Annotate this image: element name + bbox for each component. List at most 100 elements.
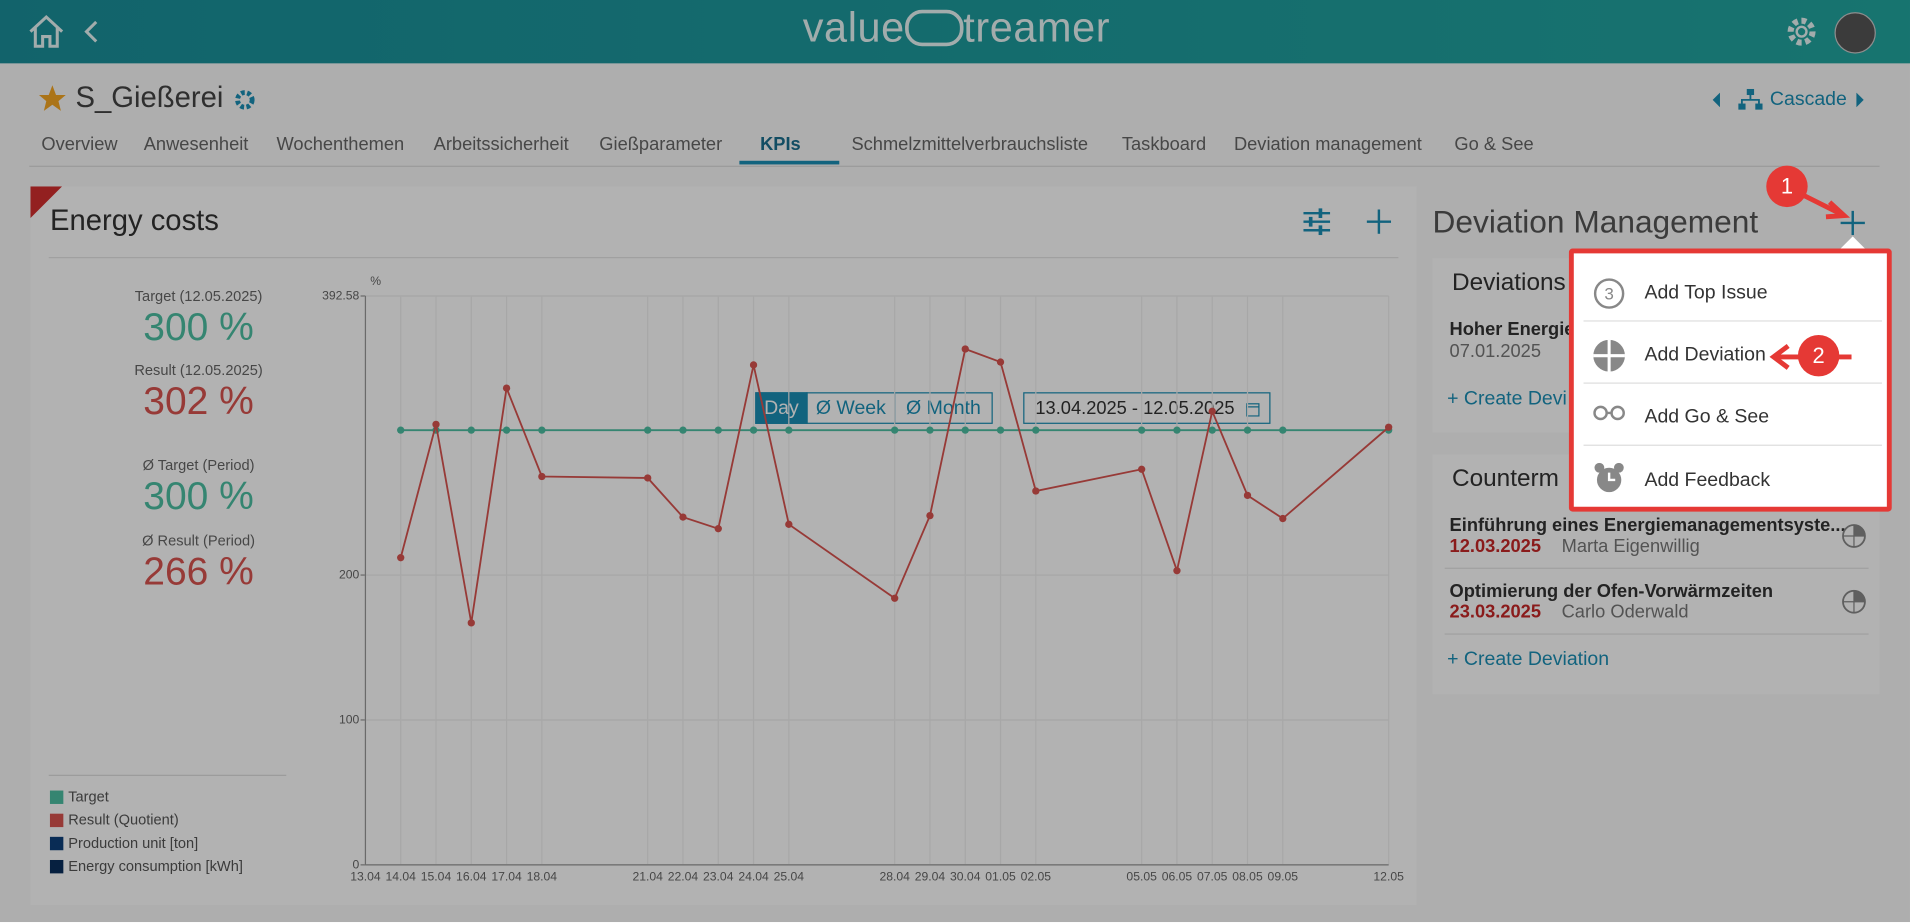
item-date: 12.03.2025	[1449, 535, 1542, 557]
data-point	[1032, 426, 1040, 434]
tab[interactable]: Anwesenheit	[143, 133, 249, 155]
x-tick-label: 24.04	[738, 870, 769, 884]
feedback-icon	[1594, 462, 1624, 493]
data-point	[538, 426, 546, 434]
corner-flag	[30, 186, 63, 219]
tab[interactable]: Go & See	[1454, 133, 1534, 155]
favorite-star[interactable]	[38, 84, 67, 113]
cascade-icon	[1738, 88, 1763, 110]
date-range-picker[interactable]: 13.04.2025 - 12.05.2025	[1023, 392, 1271, 424]
data-point	[1208, 407, 1216, 415]
menu-item[interactable]: Add Top Issue	[1644, 282, 1768, 304]
x-tick-label: 23.04	[703, 870, 734, 884]
menu-item[interactable]: Add Go & See	[1644, 406, 1770, 428]
tab[interactable]: Deviation management	[1233, 133, 1422, 155]
stat-value: 300 %	[143, 473, 254, 518]
add-menu: 3 Add Top Issue Add Deviation Add Go & S…	[1568, 248, 1892, 512]
x-tick-label: 29.04	[915, 870, 946, 884]
tab[interactable]: Overview	[41, 133, 118, 155]
data-point	[397, 426, 405, 434]
data-point	[644, 426, 652, 434]
data-point	[961, 345, 969, 353]
data-point	[891, 594, 899, 602]
legend-swatch	[49, 836, 64, 851]
data-point	[996, 426, 1005, 434]
tab[interactable]: Schmelzmittelverbrauchsliste	[851, 133, 1089, 155]
x-tick-label: 05.05	[1126, 870, 1157, 884]
brand-text: treamer	[963, 4, 1111, 52]
legend-label: Target	[68, 788, 109, 806]
stat-label: Result (12.05.2025)	[134, 361, 263, 379]
menu-item[interactable]: Add Deviation	[1644, 344, 1766, 366]
kpi-title: Energy costs	[49, 204, 219, 238]
page-settings[interactable]	[234, 89, 256, 111]
data-point	[926, 511, 934, 520]
tab[interactable]: KPIs	[760, 133, 801, 155]
x-tick-label: 07.05	[1197, 870, 1228, 884]
item-title[interactable]: Optimierung der Ofen-Vorwärmzeiten	[1449, 581, 1774, 602]
x-tick-label: 08.05	[1232, 870, 1263, 884]
menu-item[interactable]: Add Feedback	[1644, 470, 1771, 491]
x-tick-label: 22.04	[668, 870, 699, 884]
cascade-prev[interactable]	[1710, 92, 1722, 108]
legend-swatch	[49, 859, 64, 874]
menu-pointer	[1839, 236, 1867, 250]
tab-divider	[29, 165, 1880, 167]
tab[interactable]: Taskboard	[1121, 133, 1207, 155]
x-tick-label: 13.04	[350, 870, 381, 884]
tab[interactable]: Gießparameter	[599, 133, 723, 155]
data-point	[1138, 426, 1146, 434]
data-point	[1384, 423, 1393, 431]
avatar[interactable]	[1834, 12, 1876, 54]
x-tick-label: 15.04	[421, 870, 452, 884]
period-button[interactable]: Day	[755, 392, 808, 424]
go-see-icon	[1593, 405, 1625, 421]
tab[interactable]: Wochenthemen	[276, 133, 405, 155]
annotation-badge: 1	[1766, 165, 1808, 208]
item-title[interactable]: Hoher Energie	[1449, 319, 1575, 340]
x-tick-label: 21.04	[632, 870, 663, 884]
date-range: 13.04.2025 - 12.05.2025	[1035, 398, 1235, 420]
create-link[interactable]: + Create Deviation	[1447, 649, 1610, 670]
data-point	[785, 426, 793, 434]
data-point	[467, 426, 475, 434]
item-owner: Carlo Oderwald	[1561, 601, 1689, 623]
x-tick-label: 17.04	[491, 870, 522, 884]
data-point	[785, 520, 793, 528]
x-tick-label: 16.04	[456, 870, 487, 884]
menu-separator	[1583, 444, 1882, 446]
panel-add-button[interactable]	[1840, 210, 1865, 236]
home-button[interactable]	[27, 13, 66, 50]
cascade-link[interactable]: Cascade	[1769, 88, 1847, 110]
active-tab-indicator	[739, 160, 840, 165]
data-point	[644, 474, 652, 482]
data-point	[714, 426, 722, 434]
back-button[interactable]	[83, 19, 100, 43]
x-tick-label: 12.05	[1373, 870, 1404, 884]
data-point	[749, 426, 758, 434]
data-point	[749, 361, 758, 369]
data-point	[1032, 487, 1040, 495]
tab[interactable]: Arbeitssicherheit	[433, 133, 569, 155]
item-divider	[1444, 567, 1869, 569]
settings-button[interactable]	[1785, 15, 1819, 49]
create-link[interactable]: + Create Devi	[1447, 388, 1567, 410]
x-tick-label: 28.04	[879, 870, 910, 884]
cascade-next[interactable]	[1854, 92, 1866, 108]
data-point	[1243, 491, 1252, 500]
add-button[interactable]	[1366, 209, 1392, 234]
data-point	[397, 554, 405, 562]
data-point	[502, 384, 511, 392]
legend-swatch	[49, 813, 64, 828]
filter-button[interactable]	[1303, 208, 1331, 236]
menu-separator	[1583, 382, 1882, 384]
data-point	[1208, 426, 1216, 434]
x-tick-label: 02.05	[1021, 870, 1052, 884]
panel-title: Deviation Management	[1432, 203, 1759, 240]
item-title[interactable]: Einführung eines Energiemanagementsyste.…	[1449, 515, 1846, 536]
stat-value: 302 %	[143, 378, 254, 423]
legend-label: Result (Quotient)	[68, 811, 179, 829]
